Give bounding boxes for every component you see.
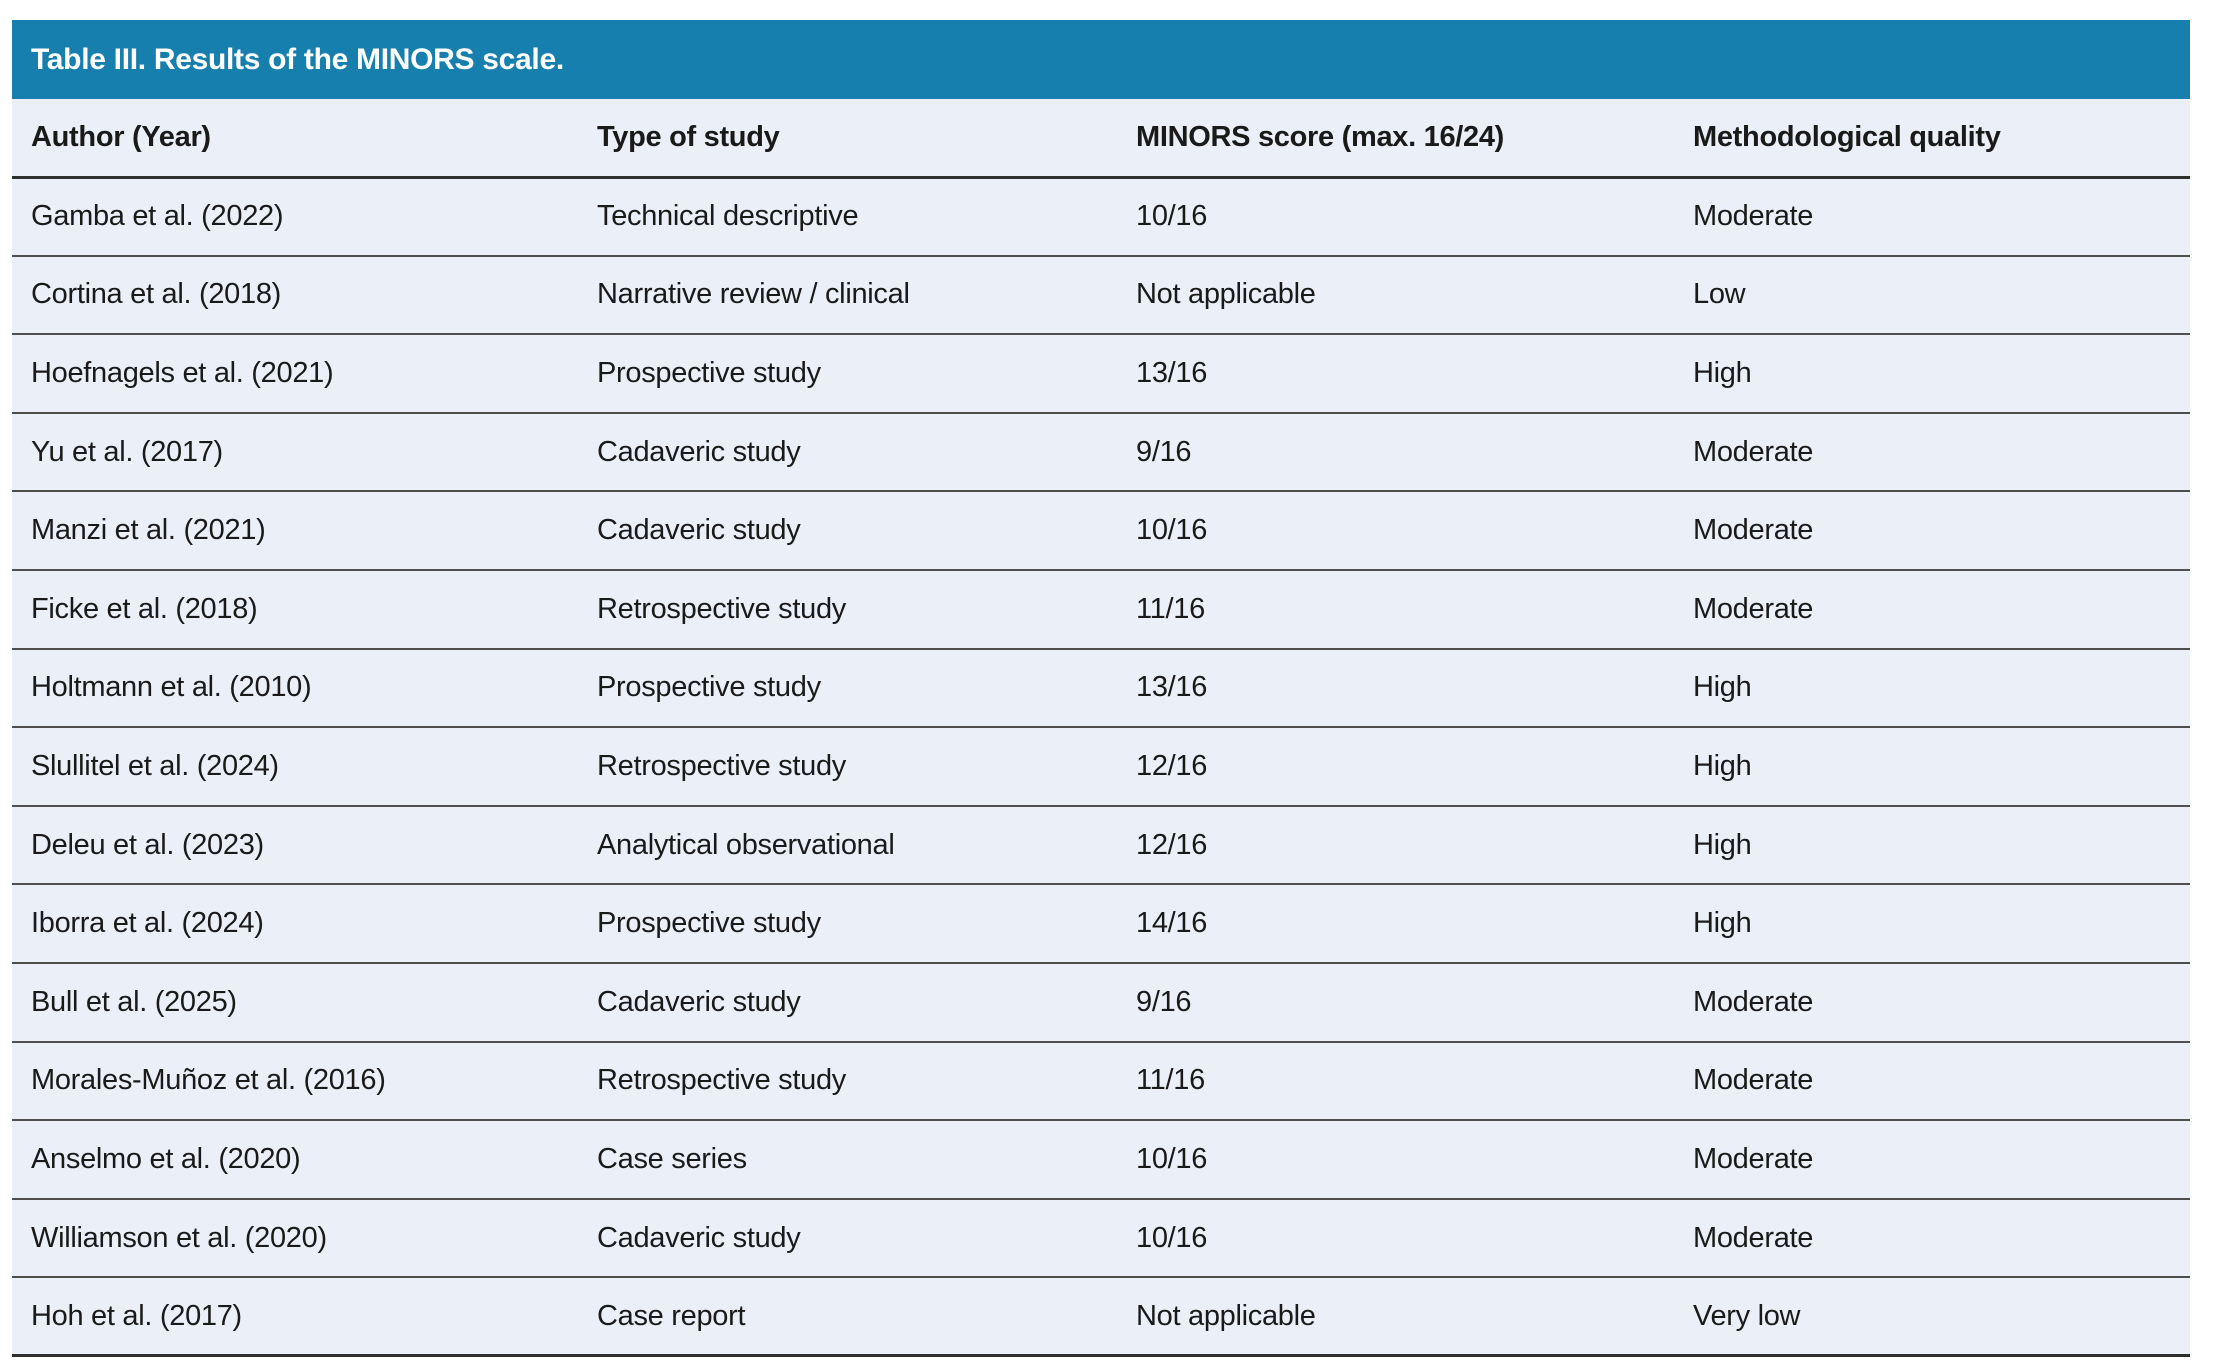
cell-author: Williamson et al. (2020) [12,1198,578,1279]
cell-minors-score: 10/16 [1117,1198,1674,1279]
cell-minors-score: Not applicable [1117,255,1674,336]
cell-minors-score: 10/16 [1117,491,1674,571]
cell-author: Iborra et al. (2024) [12,884,578,964]
table-row: Bull et al. (2025) Cadaveric study 9/16 Mod… [12,962,2190,1043]
cell-study-type: Prospective study [578,648,1117,729]
cell-study-type: Cadaveric study [578,412,1117,493]
cell-minors-score: 14/16 [1117,884,1674,964]
cell-quality: Moderate [1674,569,2190,650]
cell-minors-score: 11/16 [1117,1041,1674,1122]
cell-study-type: Technical descriptive [578,177,1117,257]
cell-quality: High [1674,805,2190,886]
results-table: Author (Year) Type of study MINORS score… [12,99,2190,1358]
cell-study-type: Cadaveric study [578,1198,1117,1279]
cell-study-type: Cadaveric study [578,962,1117,1043]
cell-author: Hoefnagels et al. (2021) [12,334,578,414]
column-header-author: Author (Year) [12,99,578,179]
column-header-quality: Methodological quality [1674,99,2190,179]
cell-author: Yu et al. (2017) [12,412,578,493]
header-row: Author (Year) Type of study MINORS score… [12,99,2190,179]
cell-author: Cortina et al. (2018) [12,255,578,336]
cell-quality: High [1674,648,2190,729]
cell-author: Morales-Muñoz et al. (2016) [12,1041,578,1122]
minors-table-container: Table III. Results of the MINORS scale. … [12,20,2190,1358]
cell-quality: High [1674,334,2190,414]
cell-study-type: Prospective study [578,884,1117,964]
cell-author: Manzi et al. (2021) [12,491,578,571]
cell-author: Slullitel et al. (2024) [12,727,578,807]
cell-minors-score: 9/16 [1117,412,1674,493]
cell-study-type: Case series [578,1120,1117,1200]
cell-author: Holtmann et al. (2010) [12,648,578,729]
table-row: Ficke et al. (2018) Retrospective study 11… [12,569,2190,650]
table-row: Yu et al. (2017) Cadaveric study 9/16 Moder… [12,412,2190,493]
table-body: Gamba et al. (2022) Technical descriptive… [12,177,2190,1358]
table-row: Holtmann et al. (2010) Prospective study 1… [12,648,2190,729]
cell-author: Ficke et al. (2018) [12,569,578,650]
cell-study-type: Case report [578,1277,1117,1358]
table-title-bar: Table III. Results of the MINORS scale. [12,20,2190,99]
cell-minors-score: Not applicable [1117,1277,1674,1358]
cell-minors-score: 9/16 [1117,962,1674,1043]
cell-quality: High [1674,727,2190,807]
cell-author: Deleu et al. (2023) [12,805,578,886]
cell-author: Hoh et al. (2017) [12,1277,578,1358]
table-row: Slullitel et al. (2024) Retrospective stu… [12,727,2190,807]
cell-study-type: Retrospective study [578,569,1117,650]
cell-author: Bull et al. (2025) [12,962,578,1043]
table-row: Cortina et al. (2018) Narrative review / … [12,255,2190,336]
column-header-minors-score: MINORS score (max. 16/24) [1117,99,1674,179]
table-title: Table III. Results of the MINORS scale. [31,42,564,76]
cell-study-type: Cadaveric study [578,491,1117,571]
table-row: Williamson et al. (2020) Cadaveric study 1… [12,1198,2190,1279]
table-header: Author (Year) Type of study MINORS score… [12,99,2190,179]
table-row: Anselmo et al. (2020) Case series 10/16 Mod… [12,1120,2190,1200]
table-row: Hoh et al. (2017) Case report Not applicab… [12,1277,2190,1358]
cell-quality: Moderate [1674,1198,2190,1279]
cell-quality: Moderate [1674,491,2190,571]
cell-minors-score: 13/16 [1117,334,1674,414]
table-row: Hoefnagels et al. (2021) Prospective stud… [12,334,2190,414]
table-row: Iborra et al. (2024) Prospective study 14/… [12,884,2190,964]
cell-quality: Moderate [1674,1041,2190,1122]
cell-minors-score: 10/16 [1117,177,1674,257]
cell-study-type: Prospective study [578,334,1117,414]
table-row: Manzi et al. (2021) Cadaveric study 10/16 M… [12,491,2190,571]
cell-study-type: Retrospective study [578,727,1117,807]
cell-study-type: Analytical observational [578,805,1117,886]
cell-quality: Low [1674,255,2190,336]
cell-quality: Moderate [1674,177,2190,257]
table-row: Gamba et al. (2022) Technical descriptive… [12,177,2190,257]
cell-quality: Moderate [1674,962,2190,1043]
cell-minors-score: 11/16 [1117,569,1674,650]
table-row: Morales-Muñoz et al. (2016) Retrospective… [12,1041,2190,1122]
cell-study-type: Narrative review / clinical [578,255,1117,336]
cell-minors-score: 13/16 [1117,648,1674,729]
cell-author: Gamba et al. (2022) [12,177,578,257]
cell-minors-score: 12/16 [1117,805,1674,886]
cell-minors-score: 10/16 [1117,1120,1674,1200]
cell-minors-score: 12/16 [1117,727,1674,807]
cell-quality: Moderate [1674,1120,2190,1200]
cell-quality: Moderate [1674,412,2190,493]
cell-quality: Very low [1674,1277,2190,1358]
cell-author: Anselmo et al. (2020) [12,1120,578,1200]
cell-study-type: Retrospective study [578,1041,1117,1122]
table-row: Deleu et al. (2023) Analytical observatio… [12,805,2190,886]
column-header-study-type: Type of study [578,99,1117,179]
cell-quality: High [1674,884,2190,964]
